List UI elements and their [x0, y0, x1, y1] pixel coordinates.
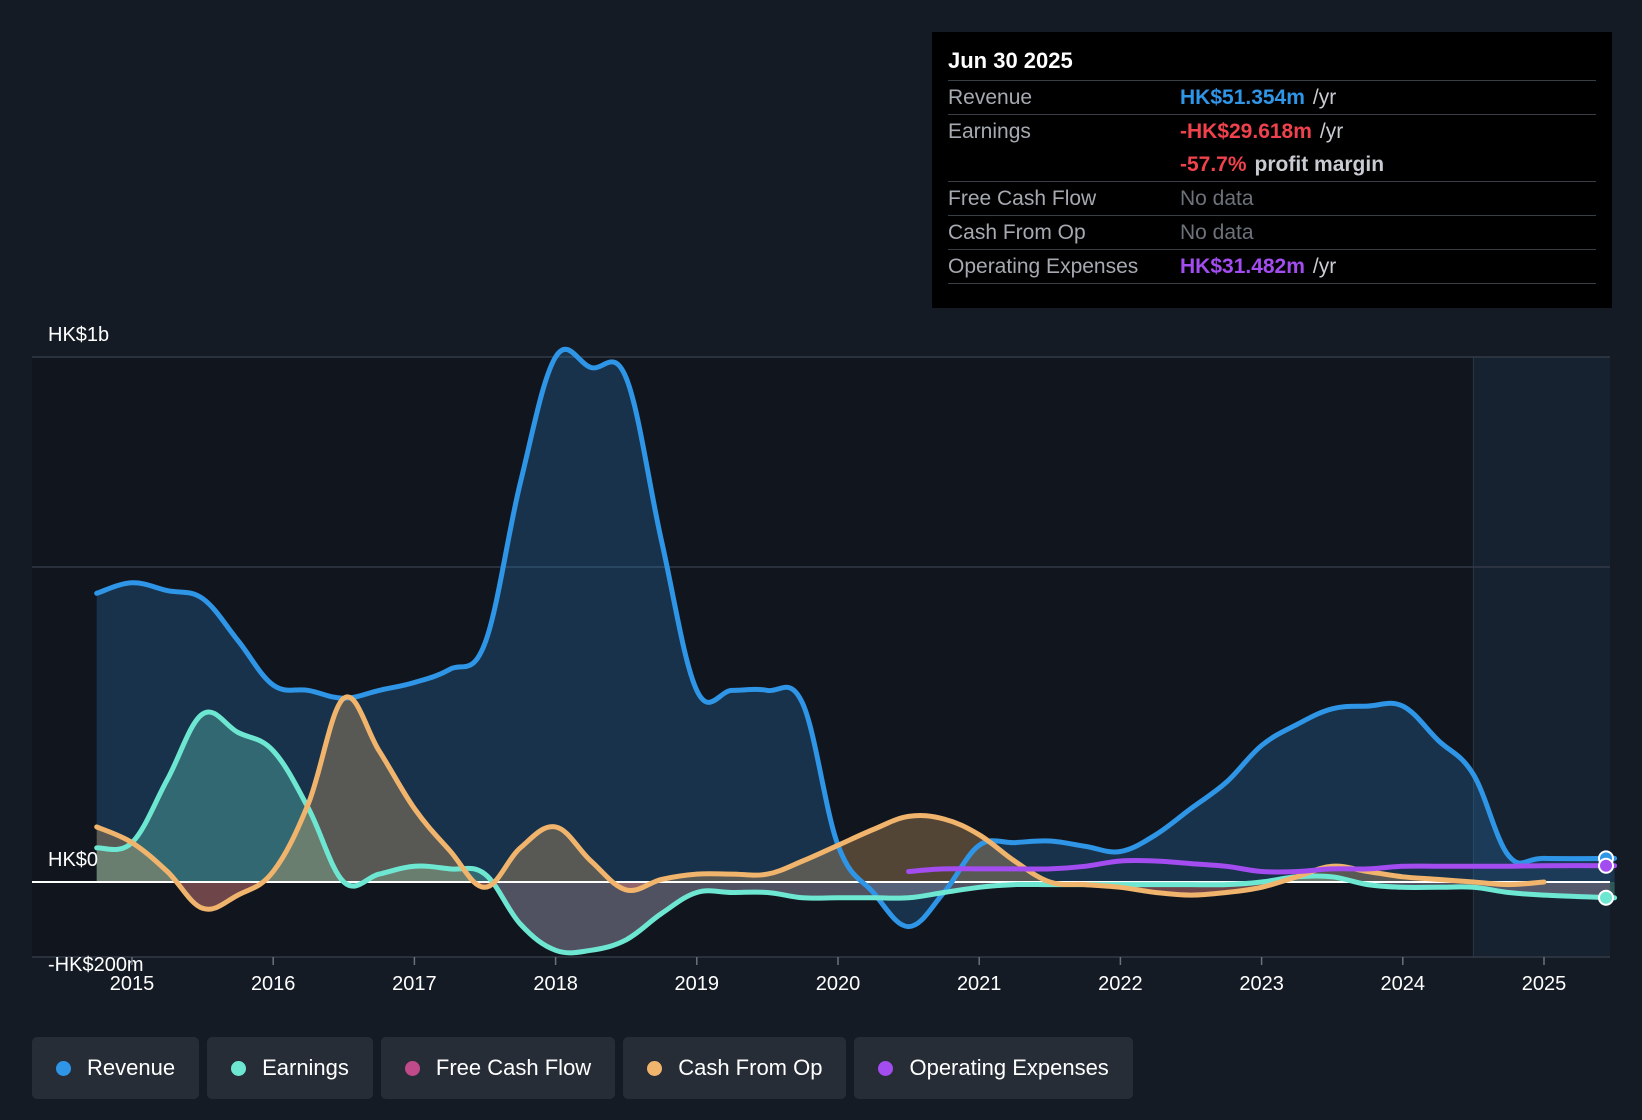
tooltip-margin-value: -57.7%	[1180, 153, 1247, 176]
tooltip-opex-value: HK$31.482m	[1180, 255, 1305, 278]
tooltip-row-opex: Operating Expenses HK$31.482m/yr	[948, 250, 1596, 284]
tooltip-earnings-value-wrap: -HK$29.618m/yr	[1180, 115, 1343, 148]
revenue-area	[96, 349, 1615, 927]
x-tick-label: 2016	[251, 973, 296, 995]
revenue-dot-icon	[56, 1060, 71, 1076]
tooltip-revenue-value: HK$51.354m	[1180, 86, 1305, 109]
tooltip-revenue-unit: /yr	[1312, 86, 1337, 109]
series-endpoints	[1598, 850, 1614, 906]
legend-item-cfo[interactable]: Cash From Op	[623, 1037, 847, 1099]
data-tooltip: Jun 30 2025 Revenue HK$51.354m/yr Earnin…	[932, 32, 1612, 308]
x-tick-label: 2023	[1239, 973, 1284, 995]
cfo-negative-area	[96, 882, 1544, 910]
cfo-dot-icon	[647, 1060, 663, 1076]
x-tick-label: 2025	[1522, 973, 1567, 995]
opex-dot-icon	[878, 1060, 894, 1076]
tooltip-cfo-label: Cash From Op	[948, 221, 1086, 244]
opex-endpoint-marker	[1598, 857, 1614, 874]
tooltip-earnings-label: Earnings	[948, 120, 1031, 143]
x-tick-label: 2021	[957, 973, 1002, 995]
tooltip-earnings-unit: /yr	[1319, 120, 1344, 143]
tooltip-opex-value-wrap: HK$31.482m/yr	[1180, 250, 1336, 283]
legend-opex-label: Operating Expenses	[909, 1055, 1109, 1080]
tooltip-margin-wrap: -57.7% profit margin	[1180, 148, 1384, 181]
tooltip-opex-unit: /yr	[1312, 255, 1337, 278]
series-lines	[94, 347, 1618, 956]
tooltip-opex-label: Operating Expenses	[948, 255, 1139, 278]
legend-fcf-label: Free Cash Flow	[435, 1055, 592, 1080]
tooltip-margin-unit: profit margin	[1254, 153, 1385, 176]
y-axis-labels: HK$1b HK$0 -HK$200m	[48, 324, 144, 976]
cfo-area	[96, 696, 1545, 910]
tooltip-margin-spacer	[948, 148, 1180, 181]
tooltip-row-revenue: Revenue HK$51.354m/yr	[948, 81, 1596, 115]
tooltip-date: Jun 30 2025	[948, 46, 1596, 81]
tooltip-revenue-label: Revenue	[948, 86, 1033, 109]
y-axis-label: HK$0	[48, 849, 98, 871]
x-tick-label: 2019	[675, 973, 720, 995]
legend-cfo-label: Cash From Op	[678, 1055, 823, 1080]
x-tick-label: 2024	[1381, 973, 1426, 995]
cfo-line	[94, 694, 1547, 912]
opex-line	[906, 857, 1618, 875]
tooltip-cfo-value: No data	[1180, 221, 1254, 244]
x-tick-label: 2015	[110, 973, 155, 995]
tooltip-row-fcf: Free Cash Flow No data	[948, 182, 1596, 216]
earnings-dot-icon	[231, 1060, 247, 1076]
fcf-dot-icon	[404, 1060, 420, 1076]
legend-item-earnings[interactable]: Earnings	[207, 1037, 373, 1099]
y-axis-label: HK$1b	[48, 324, 109, 346]
legend-earnings-label: Earnings	[262, 1055, 349, 1080]
earnings-line	[94, 709, 1618, 956]
tooltip-revenue-value-wrap: HK$51.354m/yr	[1180, 81, 1336, 114]
tooltip-fcf-label: Free Cash Flow	[948, 187, 1097, 210]
legend-revenue-label: Revenue	[87, 1055, 176, 1080]
x-tick-label: 2022	[1098, 973, 1143, 995]
x-tick-label: 2020	[816, 973, 861, 995]
legend-item-fcf[interactable]: Free Cash Flow	[380, 1037, 616, 1099]
legend-item-revenue[interactable]: Revenue	[32, 1037, 200, 1099]
revenue-line	[94, 347, 1618, 930]
legend-item-opex[interactable]: Operating Expenses	[854, 1037, 1133, 1099]
x-tick-label: 2018	[533, 973, 578, 995]
tooltip-fcf-value: No data	[1180, 187, 1254, 210]
tooltip-earnings-value: -HK$29.618m	[1180, 120, 1312, 143]
x-tick-label: 2017	[392, 973, 437, 995]
plot-background	[32, 357, 1610, 957]
legend: Revenue Earnings Free Cash Flow Cash Fro…	[32, 1037, 1133, 1099]
tooltip-row-margin: -57.7% profit margin	[948, 148, 1596, 182]
x-axis-ticks: 2015 2016 2017 2018 2019 2020 2021 2022 2023 2024…	[110, 957, 1567, 995]
earnings-endpoint-marker	[1598, 889, 1614, 906]
gridlines	[32, 356, 1610, 958]
tooltip-row-cfo: Cash From Op No data	[948, 216, 1596, 250]
tooltip-row-earnings: Earnings -HK$29.618m/yr	[948, 115, 1596, 148]
y-axis-label: -HK$200m	[48, 954, 144, 976]
